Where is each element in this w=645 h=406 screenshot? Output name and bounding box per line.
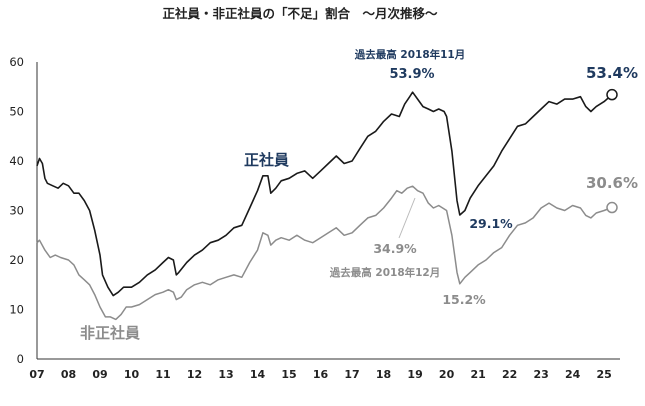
y-tick-label: 10 — [9, 303, 24, 317]
x-tick-label: 09 — [92, 368, 107, 381]
x-tick-label: 14 — [250, 368, 266, 381]
x-tick-label: 07 — [29, 368, 44, 381]
annotation-nonregular-peak-value: 34.9% — [373, 241, 417, 256]
y-tick-label: 40 — [9, 154, 24, 168]
annotation-nonregular-leader — [398, 197, 416, 239]
x-tick-label: 20 — [439, 368, 455, 381]
y-tick-label: 0 — [17, 352, 24, 366]
x-tick-label: 12 — [187, 368, 202, 381]
annotation-regular-low-value: 29.1% — [469, 216, 513, 231]
x-tick-label: 19 — [407, 368, 422, 381]
y-tick-label: 30 — [9, 204, 24, 218]
x-tick-label: 21 — [470, 368, 485, 381]
x-tick-labels: 07 08 09 10 11 12 13 14 15 16 17 18 19 20 21 22 23 24 25 — [29, 368, 611, 381]
end-point-regular — [606, 88, 618, 101]
x-tick-label: 18 — [376, 368, 391, 381]
x-tick-label: 22 — [502, 368, 517, 381]
x-tick-label: 16 — [313, 368, 329, 381]
end-value-regular: 53.4% — [586, 64, 638, 82]
y-tick-label: 50 — [9, 105, 24, 119]
series-lines — [36, 91, 613, 321]
x-tick-label: 08 — [61, 368, 76, 381]
end-markers — [606, 88, 618, 214]
series-label-nonregular: 非正社員 — [80, 324, 140, 342]
series-line-regular — [36, 91, 613, 297]
y-tick-label: 20 — [9, 253, 24, 267]
chart-title: 正社員・非正社員の「不足」割合 ～月次推移～ — [162, 6, 438, 21]
y-tick-label: 60 — [9, 55, 24, 69]
end-value-nonregular: 30.6% — [586, 174, 638, 192]
series-line-nonregular — [36, 185, 613, 321]
axes — [36, 62, 620, 360]
annotation-regular-peak-label: 過去最高 2018年11月 — [354, 48, 466, 61]
end-point-nonregular — [606, 201, 618, 214]
x-tick-label: 24 — [565, 368, 581, 381]
x-tick-label: 15 — [281, 368, 296, 381]
x-tick-label: 25 — [596, 368, 611, 381]
series-label-regular: 正社員 — [244, 151, 289, 169]
annotation-nonregular-low-value: 15.2% — [442, 292, 486, 307]
annotation-nonregular-peak-label: 過去最高 2018年12月 — [329, 266, 441, 279]
x-tick-label: 11 — [155, 368, 170, 381]
x-tick-label: 17 — [344, 368, 359, 381]
x-tick-label: 23 — [533, 368, 548, 381]
x-tick-label: 13 — [218, 368, 233, 381]
x-tick-label: 10 — [124, 368, 140, 381]
annotation-regular-peak-value: 53.9% — [389, 67, 434, 82]
y-tick-labels: 0 10 20 30 40 50 60 — [9, 55, 24, 366]
